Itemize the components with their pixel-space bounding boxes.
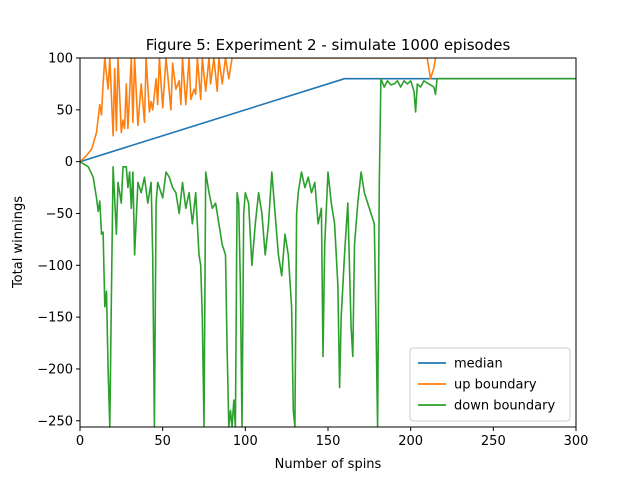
x-tick-label: 300 xyxy=(564,434,589,449)
series-line-up-boundary xyxy=(80,58,437,163)
y-axis-label: Total winnings xyxy=(11,196,26,289)
x-tick-label: 50 xyxy=(154,434,171,449)
legend-label: up boundary xyxy=(454,378,537,393)
y-tick-label: 0 xyxy=(65,155,73,170)
legend: median up boundary down boundary xyxy=(409,347,571,422)
legend-label: median xyxy=(454,357,503,372)
y-tick-label: −150 xyxy=(37,311,73,326)
legend-label: down boundary xyxy=(454,399,555,414)
x-axis-label: Number of spins xyxy=(275,457,382,472)
y-tick-label: 50 xyxy=(56,103,73,118)
y-tick-label: −250 xyxy=(37,414,73,429)
x-tick-label: 100 xyxy=(233,434,258,449)
legend-box xyxy=(409,347,571,422)
x-tick-label: 200 xyxy=(398,434,423,449)
chart-title: Figure 5: Experiment 2 - simulate 1000 e… xyxy=(146,36,511,54)
y-axis: 100 50 0 −50 −100 −150 −200 −250 xyxy=(37,52,80,429)
series-line-down-boundary xyxy=(80,77,576,427)
x-tick-label: 250 xyxy=(481,434,506,449)
x-tick-label: 0 xyxy=(76,434,84,449)
x-axis: 0 50 100 150 200 250 300 xyxy=(76,427,589,449)
y-tick-label: −100 xyxy=(37,259,73,274)
series-layer xyxy=(80,58,576,427)
y-tick-label: −200 xyxy=(37,362,73,377)
x-tick-label: 150 xyxy=(316,434,341,449)
y-tick-label: −50 xyxy=(46,207,73,222)
y-tick-label: 100 xyxy=(48,52,73,67)
